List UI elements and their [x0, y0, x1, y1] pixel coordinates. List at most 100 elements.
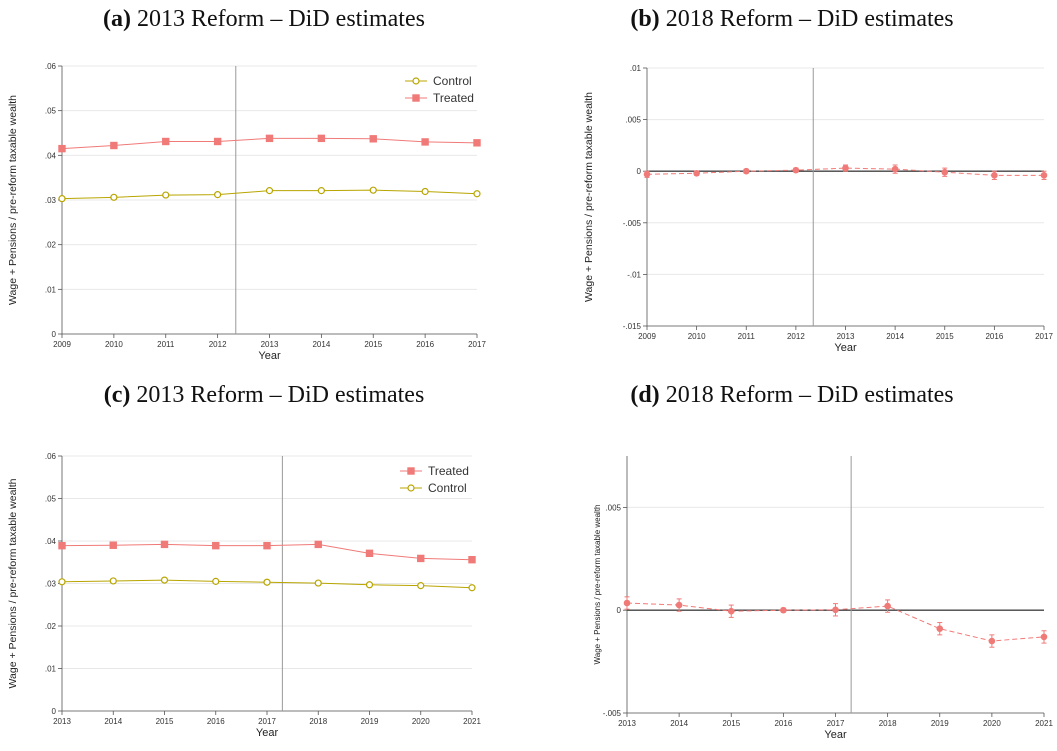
- data-point-control: [212, 577, 220, 585]
- series-line-treated: [646, 167, 1044, 176]
- y-axis-title: Wage + Pensions / pre-reform taxable wea…: [7, 95, 19, 305]
- data-point-treated: [160, 540, 169, 549]
- panel-d: (d) 2018 Reform – DiD estimates -.005 0 .0…: [528, 376, 1056, 751]
- y-tick-label: .05: [45, 495, 57, 504]
- data-point-control: [314, 579, 322, 587]
- x-tick-label: 2016: [207, 717, 225, 726]
- x-axis-title: Year: [824, 729, 847, 741]
- data-point: [693, 169, 700, 177]
- x-tick-label: 2011: [157, 340, 175, 349]
- y-tick-label: -.015: [623, 322, 642, 331]
- legend-label-control: Control: [428, 481, 467, 495]
- panel-title-text-b: 2018 Reform – DiD estimates: [665, 6, 954, 32]
- legend-label-treated: Treated: [433, 91, 474, 105]
- x-tick-label: 2010: [688, 332, 706, 341]
- data-point-treated: [162, 137, 170, 146]
- panel-label-d: (d): [630, 382, 660, 408]
- data-point-treated: [365, 549, 374, 558]
- data-point-treated: [317, 134, 326, 143]
- x-tick-label: 2014: [312, 340, 330, 349]
- x-tick-label: 2018: [309, 717, 327, 726]
- chart-b: -.015 -.01 -.005 0 .005 .01 2009 2010 2011 2012 20…: [583, 64, 1053, 354]
- data-point-control: [214, 191, 222, 199]
- data-point-control: [369, 186, 377, 194]
- data-point: [1040, 172, 1048, 179]
- data-point-treated: [473, 139, 481, 147]
- x-tick-label: 2012: [209, 340, 227, 349]
- x-tick-label: 2015: [936, 332, 954, 341]
- data-point-treated: [109, 541, 117, 549]
- data-point-control: [263, 578, 271, 586]
- x-tick-label: 2019: [361, 717, 379, 726]
- panel-label-c: (c): [103, 382, 131, 408]
- panel-title-text-a: 2013 Reform – DiD estimates: [137, 6, 425, 32]
- x-tick-label: 2021: [1035, 719, 1053, 728]
- data-point-treated: [369, 135, 377, 143]
- data-point: [988, 637, 996, 645]
- data-point-control: [265, 187, 274, 195]
- x-tick-label: 2020: [412, 717, 430, 726]
- panel-b: (b) 2018 Reform – DiD estimates -.015 -.0…: [528, 0, 1056, 375]
- y-tick-label: .05: [45, 107, 57, 116]
- x-tick-label: 2021: [463, 717, 481, 726]
- data-point: [675, 601, 683, 609]
- y-tick-label: -.005: [603, 709, 622, 718]
- legend-marker-control: [407, 484, 415, 492]
- data-point-control: [365, 581, 374, 589]
- data-point-treated: [265, 134, 274, 143]
- x-tick-label: 2009: [638, 332, 656, 341]
- panel-label-b: (b): [630, 6, 660, 32]
- y-axis-title: Wage + Pensions / pre-reform taxable wea…: [583, 92, 595, 302]
- x-axis-title: Year: [256, 727, 279, 739]
- data-point-control: [317, 187, 325, 195]
- data-point: [832, 606, 839, 614]
- y-tick-label: 0: [52, 330, 57, 339]
- data-point: [842, 164, 849, 172]
- x-tick-label: 2017: [258, 717, 276, 726]
- x-tick-label: 2010: [105, 340, 123, 349]
- data-point: [792, 166, 800, 174]
- x-tick-label: 2016: [774, 719, 792, 728]
- x-tick-label: 2017: [827, 719, 845, 728]
- y-tick-label: 0: [637, 167, 642, 176]
- y-tick-label: .005: [605, 503, 621, 512]
- y-tick-label: .03: [45, 580, 57, 589]
- data-point-control: [162, 191, 170, 199]
- data-point: [742, 167, 750, 175]
- x-tick-label: 2013: [618, 719, 636, 728]
- panel-title-a: (a) 2013 Reform – DiD estimates: [0, 6, 528, 33]
- data-point-control: [160, 576, 169, 584]
- x-tick-label: 2014: [104, 717, 122, 726]
- x-tick-label: 2019: [931, 719, 949, 728]
- y-tick-label: .03: [45, 196, 57, 205]
- chart-a: 0 .01 .02 .03 .04 .05 .06 2009 2010 2011 2012 2013 2…: [7, 62, 486, 362]
- data-point-treated: [417, 554, 425, 563]
- data-point: [727, 607, 735, 615]
- y-tick-label: .02: [45, 241, 57, 250]
- x-tick-label: 2012: [787, 332, 805, 341]
- data-point: [884, 602, 891, 610]
- x-tick-label: 2015: [364, 340, 382, 349]
- data-point-control: [109, 577, 117, 585]
- legend-label-treated: Treated: [428, 464, 469, 478]
- y-tick-label: -.01: [627, 270, 641, 279]
- data-point: [891, 165, 899, 173]
- data-point: [991, 172, 998, 179]
- x-axis-title: Year: [258, 350, 281, 362]
- panel-c: (c) 2013 Reform – DiD estimates 0 .01 .02.…: [0, 376, 528, 751]
- data-point: [623, 599, 631, 607]
- data-point-treated: [110, 141, 118, 150]
- x-tick-label: 2011: [738, 332, 756, 341]
- data-point-control: [58, 578, 66, 586]
- x-tick-label: 2017: [468, 340, 486, 349]
- x-tick-label: 2009: [53, 340, 71, 349]
- data-point-treated: [468, 556, 476, 564]
- x-tick-label: 2013: [53, 717, 71, 726]
- x-tick-label: 2018: [879, 719, 897, 728]
- x-tick-label: 2014: [886, 332, 904, 341]
- x-tick-label: 2016: [416, 340, 434, 349]
- x-tick-label: 2014: [670, 719, 688, 728]
- data-point: [941, 168, 949, 176]
- data-point-treated: [212, 541, 220, 550]
- y-tick-label: .01: [630, 64, 642, 73]
